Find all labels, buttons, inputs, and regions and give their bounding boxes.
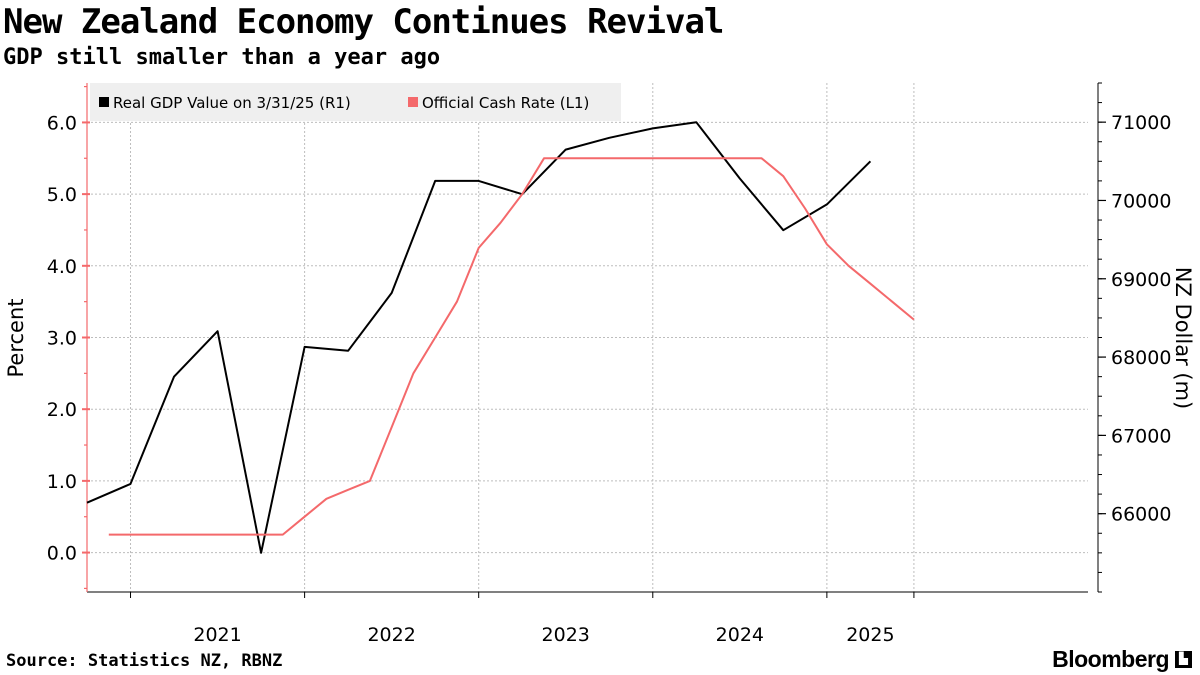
brand-name: Bloomberg [1052,646,1169,672]
left-tick-label: 4.0 [47,256,77,278]
legend-label-gdp: Real GDP Value on 3/31/25 (R1) [113,94,351,112]
chart-title: New Zealand Economy Continues Revival [3,2,724,42]
left-axis-title: Percent [4,298,28,377]
right-tick-label: 70000 [1111,190,1171,212]
right-tick-label: 66000 [1111,504,1171,526]
left-tick-label: 1.0 [47,471,77,493]
left-tick-label: 6.0 [47,112,77,134]
right-tick-label: 69000 [1111,269,1171,291]
right-tick-label: 71000 [1111,112,1171,134]
right-tick-label: 67000 [1111,425,1171,447]
x-tick-label: 2025 [846,624,894,646]
legend-swatch-ocr [408,97,418,107]
source-note: Source: Statistics NZ, RBNZ [6,651,283,671]
x-tick-label: 2024 [716,624,764,646]
right-tick-label: 68000 [1111,347,1171,369]
left-tick-label: 3.0 [47,328,77,350]
left-tick-label: 5.0 [47,184,77,206]
right-axis-title: NZ Dollar (m) [1171,267,1195,409]
left-tick-label: 2.0 [47,399,77,421]
terminal-icon: ▙ [1175,651,1192,668]
chart-subtitle: GDP still smaller than a year ago [3,45,441,70]
ocr-series-line [108,157,915,536]
x-tick-label: 2021 [193,624,241,646]
legend-label-ocr: Official Cash Rate (L1) [422,94,589,112]
gdp-series-line [86,121,872,554]
left-tick-label: 0.0 [47,543,77,565]
legend-swatch-gdp [99,97,109,107]
bloomberg-logo: Bloomberg ▙ [1052,646,1192,673]
x-tick-label: 2022 [367,624,415,646]
x-tick-label: 2023 [542,624,590,646]
legend-background [90,83,621,121]
